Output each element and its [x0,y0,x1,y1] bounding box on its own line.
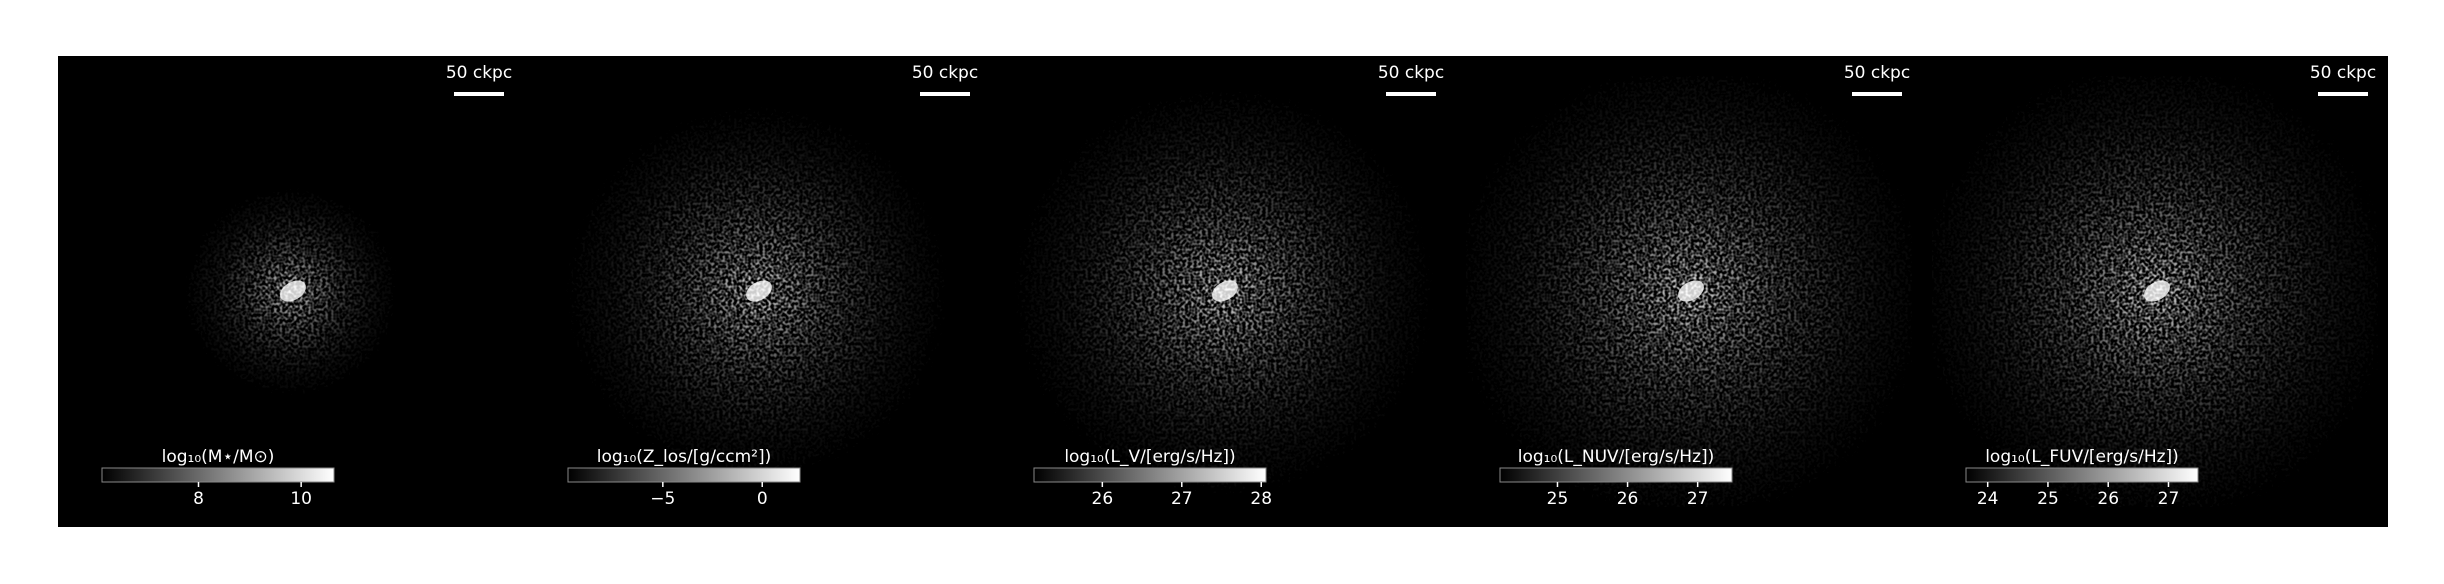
galaxy-core [280,280,306,302]
colorbar-label: log₁₀(L_FUV/[erg/s/Hz]) [1985,447,2179,467]
colorbar-tick-label: 26 [1617,489,1639,509]
colorbar-tick-label: 24 [1977,489,1999,509]
scale-label: 50 ckpc [446,63,512,83]
scale-label: 50 ckpc [1378,63,1444,83]
colorbar-tick-label: 28 [1250,489,1272,509]
colorbar-tick-label: −5 [650,489,675,509]
panel: 50 ckpc log₁₀(M⋆/M⊙) 8 10 [68,63,514,509]
colorbar [567,467,801,483]
colorbar [1965,467,2199,483]
scale-bar [2318,92,2368,96]
colorbar-label: log₁₀(M⋆/M⊙) [162,447,275,467]
scale-bar [454,92,504,96]
galaxy-core [1678,280,1704,302]
colorbar-tick-label: 8 [193,489,204,509]
colorbar-label: log₁₀(L_NUV/[erg/s/Hz]) [1518,447,1715,467]
colorbar-tick-label: 26 [2097,489,2119,509]
colorbar-tick-label: 25 [1547,489,1569,509]
scale-label: 50 ckpc [1844,63,1910,83]
colorbar-tick-label: 26 [1092,489,1114,509]
colorbar [1033,467,1267,483]
scale-bar [1386,92,1436,96]
scale-label: 50 ckpc [2310,63,2376,83]
scale-bar [920,92,970,96]
scale-label: 50 ckpc [912,63,978,83]
colorbar-label: log₁₀(L_V/[erg/s/Hz]) [1064,447,1235,467]
colorbar [101,467,335,483]
panel: 50 ckpc log₁₀(L_V/[erg/s/Hz]) 26 27 28 [1000,63,1446,509]
colorbar-tick-label: 0 [757,489,768,509]
scale-bar [1852,92,1902,96]
colorbar-label: log₁₀(Z_los/[g/ccm²]) [597,447,772,467]
colorbar-tick-label: 27 [1171,489,1193,509]
colorbar [1499,467,1733,483]
colorbar-tick-label: 25 [2037,489,2059,509]
galaxy-core [2144,280,2170,302]
galaxy-core [746,280,772,302]
colorbar-tick-label: 27 [1687,489,1709,509]
panel: 50 ckpc log₁₀(L_NUV/[erg/s/Hz]) 25 26 27 [1466,63,1912,509]
galaxy-core [1212,280,1238,302]
colorbar-tick-label: 27 [2158,489,2180,509]
panel: 50 ckpc log₁₀(L_FUV/[erg/s/Hz]) 24 25 26 27 [1932,63,2378,509]
panel: 50 ckpc log₁₀(Z_los/[g/ccm²]) −5 0 [534,63,980,509]
colorbar-tick-label: 10 [290,489,312,509]
